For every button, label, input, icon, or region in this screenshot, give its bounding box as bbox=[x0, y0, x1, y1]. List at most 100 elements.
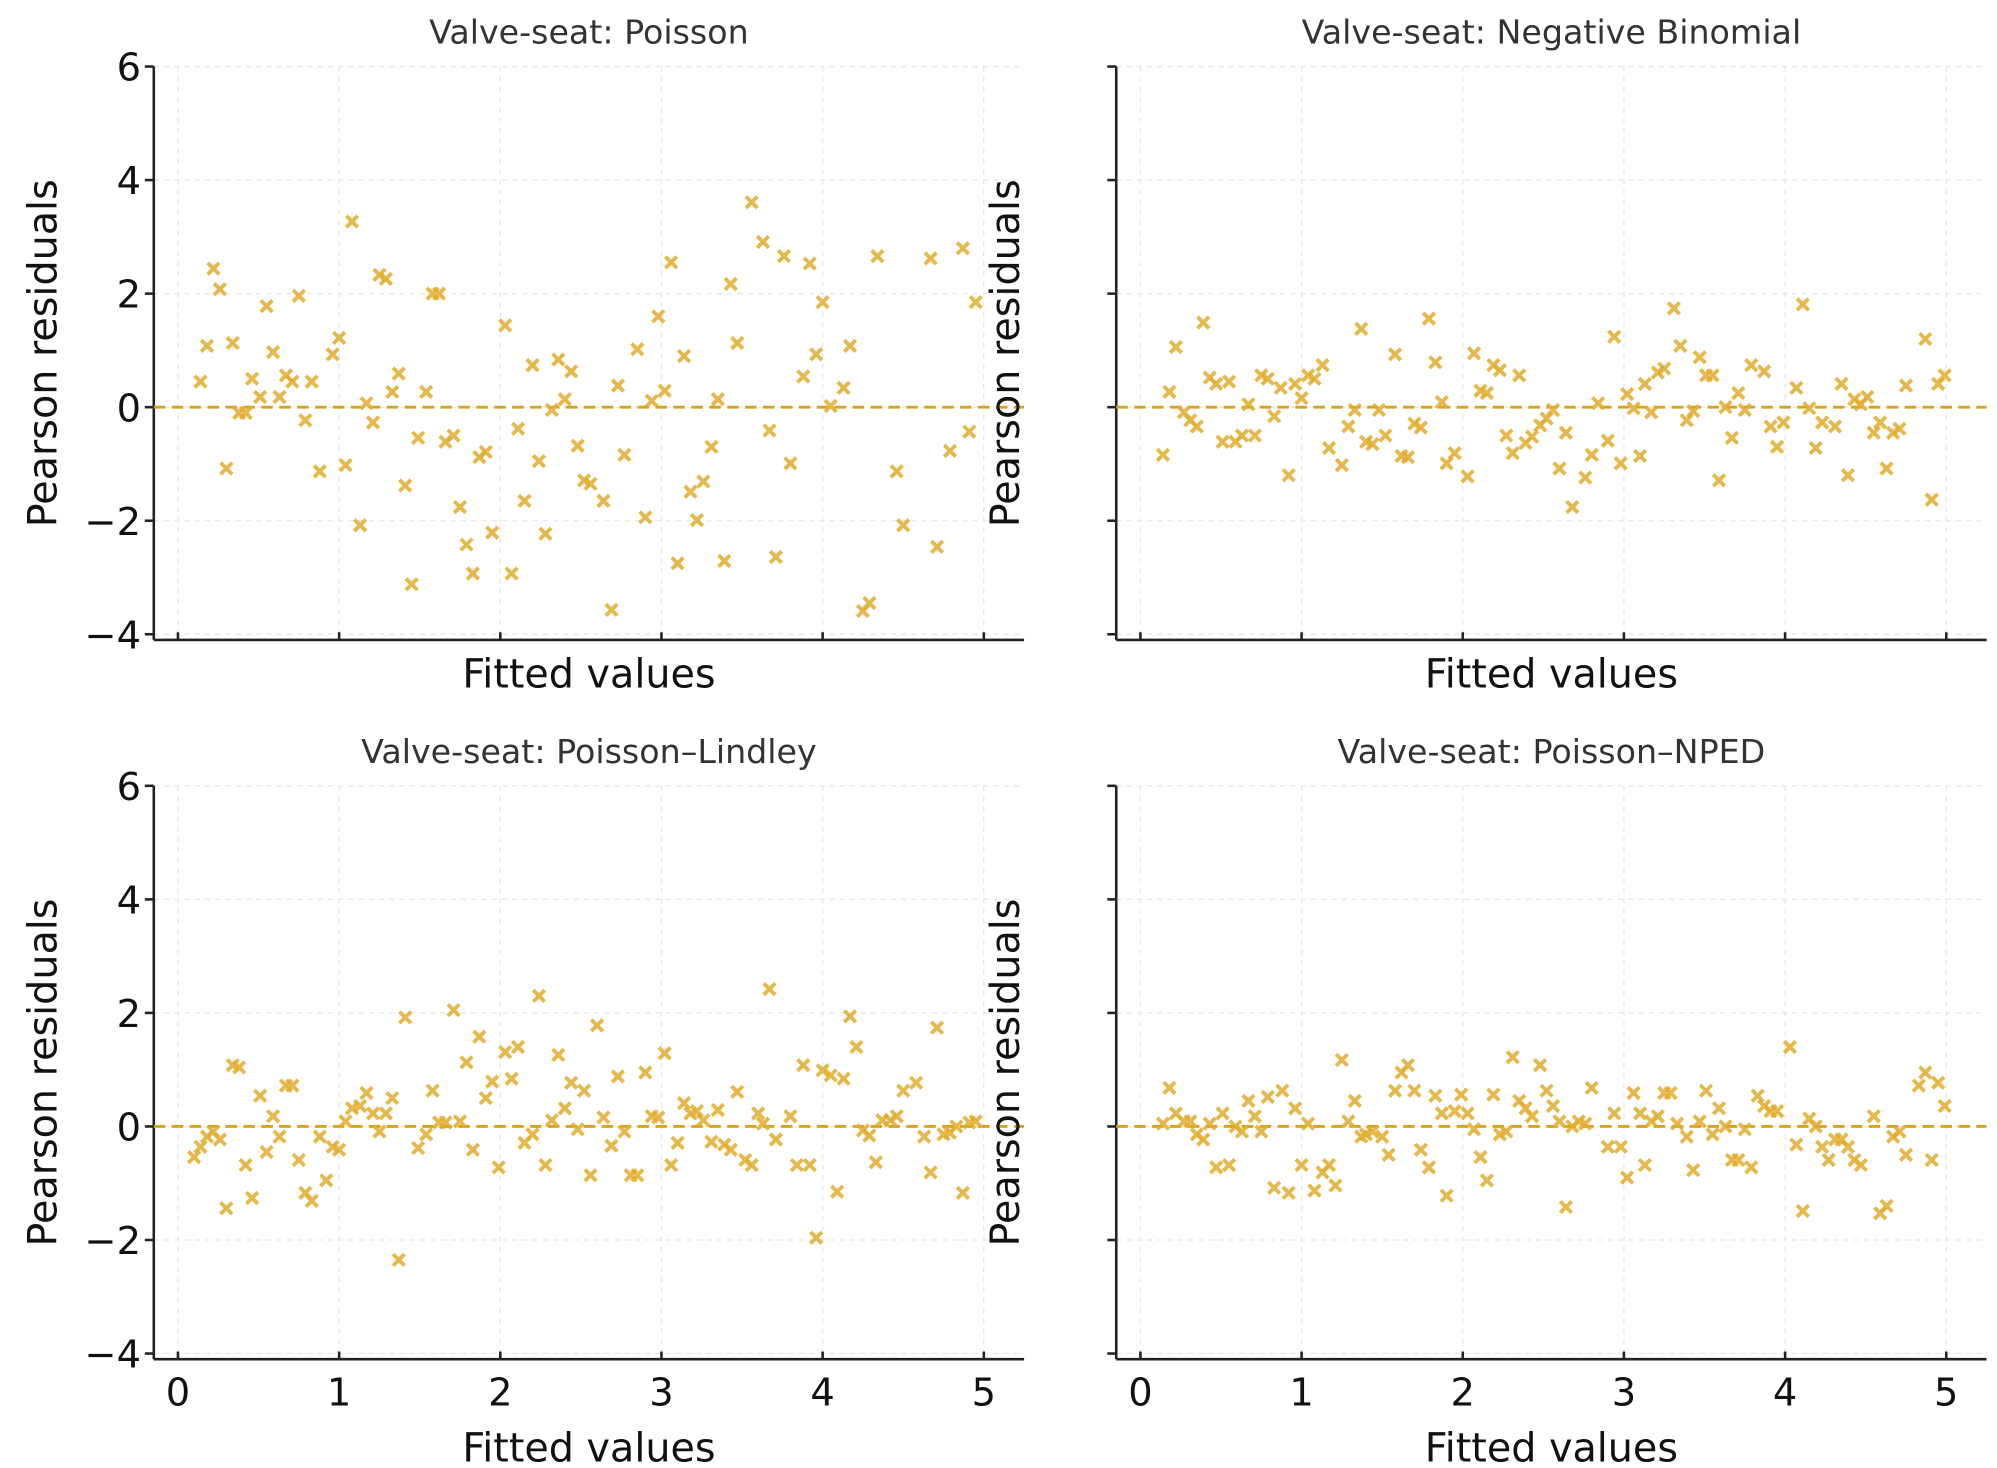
data-point-x-marker bbox=[862, 595, 877, 611]
data-point-x-marker bbox=[968, 1114, 983, 1129]
data-point-x-marker bbox=[638, 1065, 653, 1080]
data-point-x-marker bbox=[751, 1106, 766, 1121]
x-tick-label: 5 bbox=[1934, 1370, 1958, 1415]
y-tick-label: 0 bbox=[117, 1106, 141, 1151]
data-point-x-marker bbox=[319, 1173, 334, 1188]
data-point-x-marker bbox=[1737, 1122, 1752, 1137]
data-point-x-marker bbox=[1552, 461, 1567, 476]
data-point-x-marker bbox=[1241, 1093, 1256, 1109]
x-tick-label: 3 bbox=[1612, 1370, 1636, 1415]
data-point-x-marker bbox=[1234, 428, 1250, 443]
data-point-x-marker bbox=[1215, 434, 1230, 449]
data-point-x-marker bbox=[1473, 1149, 1488, 1165]
data-point-x-marker bbox=[1686, 404, 1701, 419]
data-point-x-marker bbox=[842, 1009, 858, 1024]
x-axis-label: Fitted values bbox=[462, 651, 715, 697]
data-point-x-marker bbox=[531, 988, 547, 1004]
y-tick-label: 6 bbox=[117, 765, 141, 810]
data-point-x-marker bbox=[1650, 1109, 1665, 1124]
data-point-x-marker bbox=[1460, 469, 1475, 484]
data-point-x-marker bbox=[1545, 402, 1561, 418]
data-point-x-marker bbox=[1189, 419, 1204, 434]
data-point-x-marker bbox=[1434, 394, 1449, 410]
data-point-x-marker bbox=[1341, 419, 1356, 434]
data-point-x-marker bbox=[253, 1088, 268, 1103]
data-point-x-marker bbox=[359, 396, 374, 411]
x-tick-label: 1 bbox=[327, 1370, 351, 1415]
data-point-x-marker bbox=[868, 1155, 883, 1170]
data-point-x-marker bbox=[378, 271, 393, 286]
data-point-x-marker bbox=[1447, 446, 1462, 461]
x-tick-label: 0 bbox=[166, 1370, 190, 1415]
data-point-x-marker bbox=[1371, 402, 1387, 418]
data-point-x-marker bbox=[809, 347, 824, 362]
data-point-x-marker bbox=[485, 525, 500, 540]
data-point-x-marker bbox=[1613, 1139, 1628, 1155]
data-point-x-marker bbox=[291, 288, 306, 304]
data-point-x-marker bbox=[504, 1071, 519, 1086]
data-point-x-marker bbox=[544, 1113, 559, 1128]
data-point-x-marker bbox=[338, 457, 353, 473]
data-point-x-marker bbox=[744, 1157, 759, 1173]
data-point-x-marker bbox=[1267, 1180, 1282, 1195]
data-point-x-marker bbox=[510, 421, 526, 436]
data-point-x-marker bbox=[1202, 1116, 1217, 1131]
y-tick-label: 2 bbox=[117, 992, 141, 1037]
data-point-x-marker bbox=[889, 1109, 904, 1124]
data-point-x-marker bbox=[1505, 446, 1520, 461]
data-point-x-marker bbox=[1692, 1114, 1707, 1129]
data-point-x-marker bbox=[312, 1129, 327, 1144]
data-point-x-marker bbox=[1375, 1129, 1390, 1144]
data-point-x-marker bbox=[823, 398, 838, 414]
data-point-x-marker bbox=[610, 378, 626, 393]
data-point-x-marker bbox=[1183, 1114, 1198, 1129]
data-point-x-marker bbox=[1341, 1114, 1356, 1129]
y-tick-label: 0 bbox=[117, 386, 141, 431]
data-point-x-marker bbox=[1821, 1152, 1836, 1168]
data-point-x-marker bbox=[398, 478, 413, 493]
data-point-x-marker bbox=[338, 1114, 353, 1129]
data-point-x-marker bbox=[391, 1252, 406, 1267]
data-point-x-marker bbox=[689, 513, 705, 528]
data-point-x-marker bbox=[1834, 376, 1849, 392]
data-point-x-marker bbox=[1168, 339, 1183, 355]
data-point-x-marker bbox=[610, 1069, 626, 1084]
data-point-x-marker bbox=[1840, 468, 1856, 483]
data-point-x-marker bbox=[298, 413, 313, 428]
subplot-4: 0 1 2 3 4 5 Valve-seat: Poisson–NPED Fitted val… bbox=[983, 732, 1987, 1468]
data-point-x-marker bbox=[1533, 1058, 1548, 1073]
y-axis-label: Pearson residuals bbox=[983, 179, 1029, 527]
data-point-x-marker bbox=[704, 439, 719, 455]
data-point-x-marker bbox=[1466, 1122, 1482, 1137]
data-point-x-marker bbox=[1663, 1085, 1678, 1101]
data-point-x-marker bbox=[1545, 1098, 1561, 1114]
data-point-x-marker bbox=[1260, 1089, 1275, 1105]
data-point-x-marker bbox=[410, 1140, 426, 1156]
data-point-x-marker bbox=[472, 1029, 487, 1044]
data-point-x-marker bbox=[1524, 1109, 1540, 1124]
subplot-1: −4 −2 0 2 4 6 Valve-seat: Poisson Fitted values… bbox=[21, 13, 1025, 697]
data-point-x-marker bbox=[1892, 1124, 1907, 1139]
data-point-x-marker bbox=[1381, 1147, 1396, 1162]
y-tick-label: −4 bbox=[84, 613, 141, 658]
data-point-x-marker bbox=[285, 1078, 300, 1093]
data-point-x-marker bbox=[776, 249, 792, 264]
data-point-x-marker bbox=[768, 1132, 784, 1147]
data-point-x-marker bbox=[1898, 378, 1914, 393]
data-point-x-marker bbox=[1613, 456, 1628, 471]
data-point-x-marker bbox=[651, 309, 666, 324]
data-point-x-marker bbox=[1209, 1160, 1224, 1175]
data-point-x-marker bbox=[459, 1055, 474, 1070]
y-axis-label: Pearson residuals bbox=[21, 179, 67, 527]
data-point-x-marker bbox=[962, 424, 977, 439]
y-tick-label: −2 bbox=[84, 1219, 141, 1264]
data-point-x-marker bbox=[1866, 425, 1881, 440]
data-point-x-marker bbox=[564, 1075, 579, 1090]
data-point-x-marker bbox=[1499, 1124, 1514, 1139]
data-point-x-marker bbox=[870, 249, 885, 264]
y-tick-label: 4 bbox=[117, 159, 141, 204]
data-point-x-marker bbox=[644, 393, 659, 409]
data-point-x-marker bbox=[365, 1106, 381, 1121]
data-point-x-marker bbox=[917, 1129, 932, 1144]
